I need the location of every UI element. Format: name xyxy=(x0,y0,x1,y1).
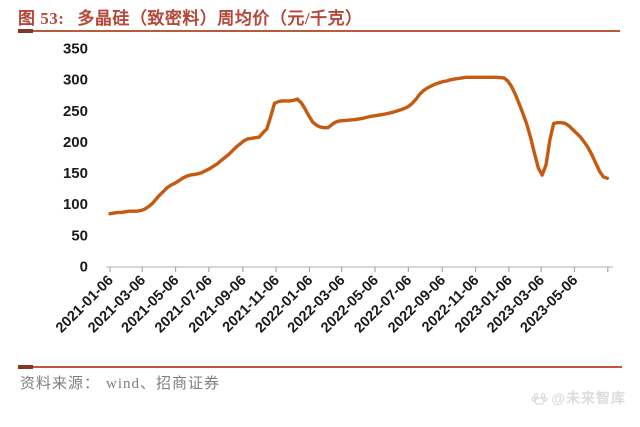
watermark-text: @未来智库 xyxy=(551,390,626,406)
title-underline-tip xyxy=(18,29,33,33)
y-tick-label: 200 xyxy=(63,134,88,151)
page-title: 多晶硅（致密料）周均价（元/千克） xyxy=(77,9,363,28)
footer-divider xyxy=(18,366,622,368)
figure-title-row: 图 53: 多晶硅（致密料）周均价（元/千克） xyxy=(18,4,628,29)
y-tick-label: 100 xyxy=(63,196,88,213)
y-tick-label: 50 xyxy=(71,227,88,244)
source-row: 资料来源： wind、招商证券 xyxy=(20,372,220,393)
y-tick-label: 250 xyxy=(63,103,88,120)
paw-icon xyxy=(531,392,548,405)
y-tick-label: 300 xyxy=(63,72,88,89)
title-underline xyxy=(18,30,620,32)
figure-number-label: 图 53: xyxy=(18,9,65,28)
y-tick-label: 150 xyxy=(63,165,88,182)
watermark: @未来智库 xyxy=(531,388,626,408)
price-line-series xyxy=(108,75,609,216)
footer-divider-tip xyxy=(18,365,33,369)
y-tick-label: 350 xyxy=(63,41,88,58)
source-label: 资料来源： xyxy=(20,376,101,392)
y-tick-label: 0 xyxy=(80,259,88,276)
source-value: wind、招商证券 xyxy=(106,376,221,392)
